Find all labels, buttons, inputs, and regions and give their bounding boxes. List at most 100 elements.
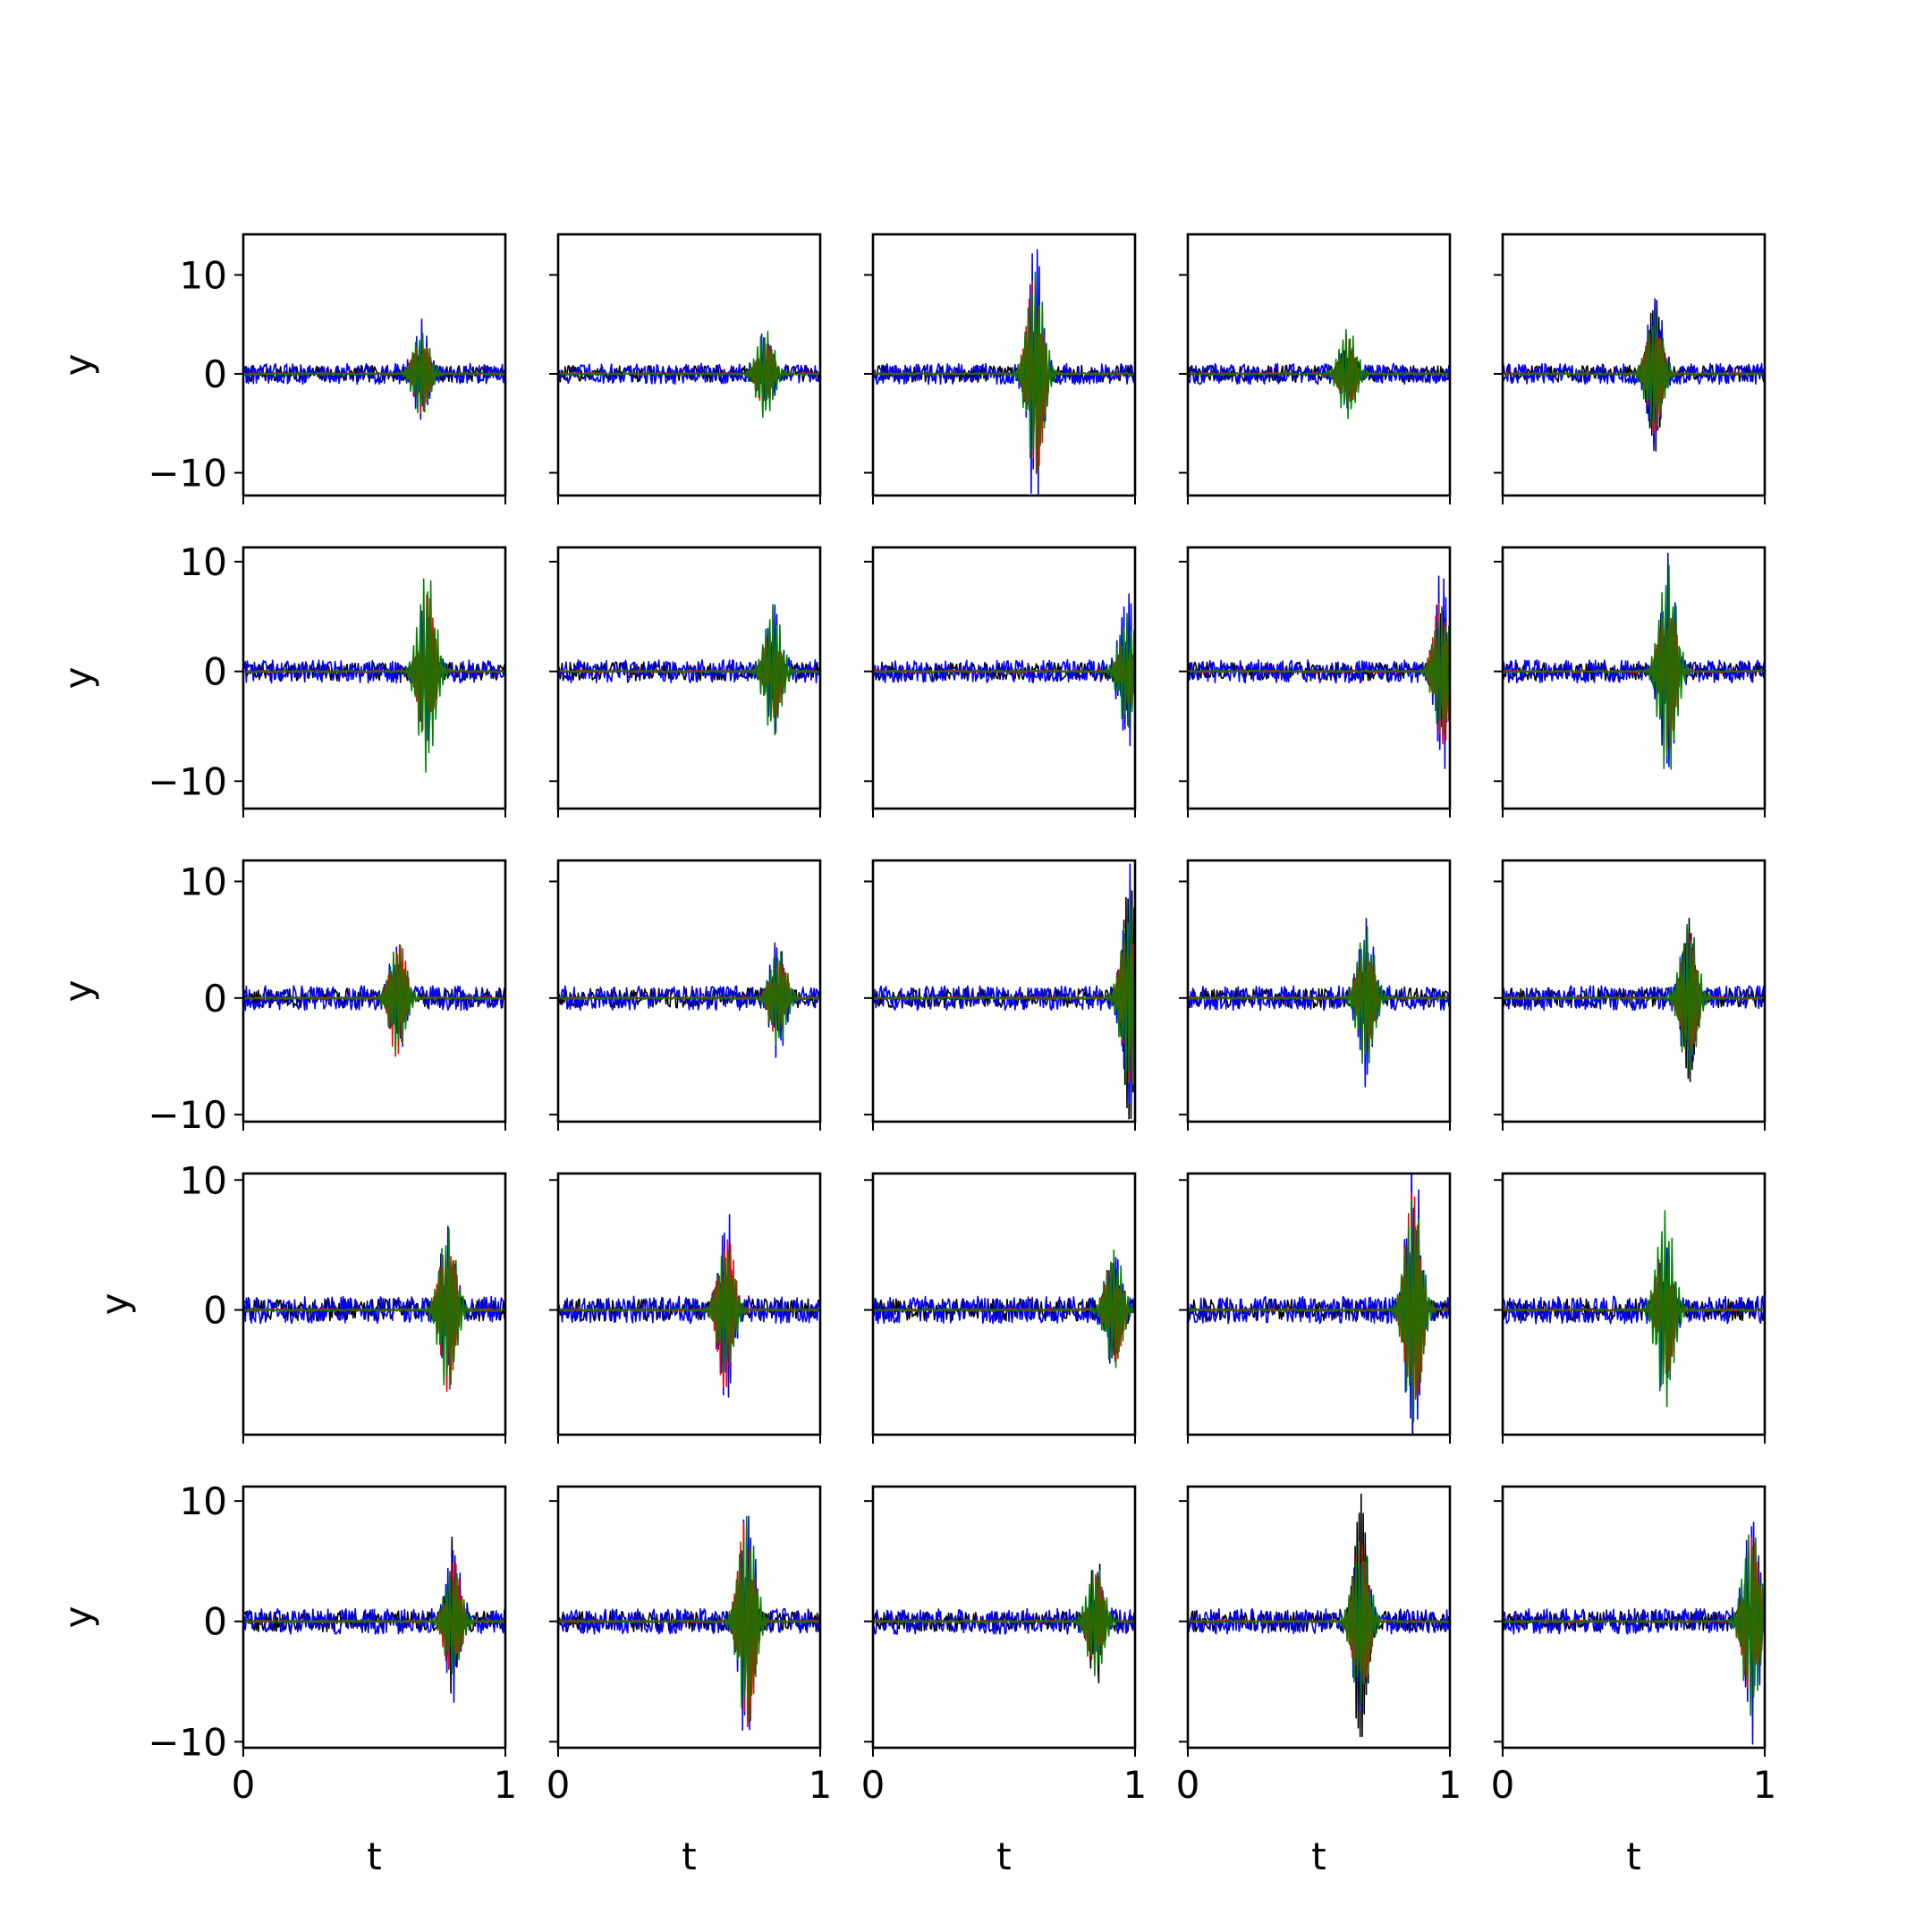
axes-frame: [556, 859, 822, 1123]
series-line-green: [1503, 1534, 1765, 1716]
subplot-r5-c4: 0 1 t: [1176, 1485, 1462, 1878]
y-axis-label: y: [56, 354, 100, 377]
y-axis-label: y: [56, 1606, 100, 1629]
subplot-series-group: [243, 1225, 505, 1393]
y-tick-label: 0: [203, 977, 227, 1021]
axes-frame: [1186, 233, 1452, 497]
series-line-green: [243, 578, 505, 773]
series-line-green: [1188, 328, 1450, 419]
series-line-green: [558, 951, 820, 1046]
x-axis-label: t: [1311, 1835, 1326, 1878]
series-line-red: [1503, 334, 1765, 435]
axes-frame: [871, 233, 1137, 497]
series-line-blue: [243, 606, 505, 741]
subplot-series-group: [1188, 918, 1450, 1088]
y-axis-label: y: [56, 667, 100, 690]
series-line-green: [243, 332, 505, 414]
series-line-blue: [1503, 1245, 1765, 1387]
series-line-green: [558, 1515, 820, 1723]
subplot-series-group: [873, 863, 1135, 1120]
axes-frame: [242, 1172, 507, 1436]
axes-frame: [1501, 546, 1767, 810]
series-line-blue: [1188, 918, 1450, 1088]
subplot-series-group: [558, 1214, 820, 1398]
subplot-series-group: [1503, 552, 1765, 770]
subplot-series-group: [1503, 918, 1765, 1082]
series-line-green: [873, 271, 1135, 472]
subplot-r5-c5: 0 1 t: [1491, 1485, 1777, 1878]
y-tick-label: 10: [180, 1479, 227, 1523]
subplot-series-group: [558, 942, 820, 1058]
series-line-red: [243, 594, 505, 732]
series-line-blue: [873, 863, 1135, 1105]
series-line-green: [1503, 924, 1765, 1074]
series-line-green: [873, 612, 1135, 728]
series-line-blue: [873, 1257, 1135, 1364]
y-axis-label: y: [56, 980, 100, 1003]
y-tick-label: 10: [180, 253, 227, 297]
x-axis-label: t: [367, 1835, 381, 1878]
series-line-blue: [558, 1214, 820, 1398]
series-line-green: [1503, 564, 1765, 770]
subplot-series-group: [243, 1536, 505, 1703]
y-tick-label: −10: [148, 759, 227, 803]
series-line-green: [558, 1250, 820, 1372]
subplot-r4-c3: [864, 1172, 1137, 1444]
series-line-green: [873, 903, 1135, 1085]
axes-frame: [242, 233, 507, 497]
series-line-blue: [1503, 298, 1765, 452]
series-line-blue: [873, 593, 1135, 747]
subplot-r2-c5: [1494, 546, 1767, 818]
y-tick-label: 0: [203, 650, 227, 694]
subplot-series-group: [1503, 298, 1765, 452]
series-line-green: [873, 1569, 1135, 1677]
subplot-r1-c1: 10 0 −10 y: [56, 233, 507, 504]
x-tick-label: 0: [1176, 1763, 1200, 1807]
x-tick-label: 1: [1438, 1763, 1462, 1807]
subplot-r3-c1: 10 0 −10 y: [56, 859, 507, 1137]
y-tick-label: 10: [180, 1158, 227, 1202]
series-line-green: [1503, 1209, 1765, 1408]
x-tick-label: 1: [809, 1763, 833, 1807]
series-line-green: [558, 330, 820, 419]
subplot-r1-c2: [549, 233, 822, 504]
subplot-r2-c1: 10 0 −10 y: [56, 540, 507, 818]
axes-frame: [1501, 1172, 1767, 1436]
axes-frame: [871, 1485, 1137, 1750]
subplot-r3-c3: [864, 859, 1137, 1131]
series-line-green: [243, 945, 505, 1052]
series-line-green: [1188, 1541, 1450, 1705]
series-line-green: [873, 1249, 1135, 1368]
x-tick-label: 0: [547, 1763, 571, 1807]
y-tick-label: 10: [180, 860, 227, 903]
series-line-blue: [873, 249, 1135, 496]
series-line-red: [1503, 1536, 1765, 1689]
x-tick-label: 1: [1753, 1763, 1777, 1807]
subplot-r4-c4: [1179, 1172, 1452, 1444]
series-line-blue: [1188, 1544, 1450, 1711]
axes-frame: [1186, 546, 1452, 810]
subplot-r1-c5: [1494, 233, 1767, 504]
x-tick-label: 0: [861, 1763, 886, 1807]
axes-frame: [871, 859, 1137, 1123]
subplot-series-group: [558, 330, 820, 419]
x-axis-label: t: [682, 1835, 696, 1878]
subplot-r3-c4: [1179, 859, 1452, 1131]
subplot-r2-c3: [864, 546, 1137, 818]
subplot-series-group: [1188, 575, 1450, 769]
y-tick-label: −10: [148, 452, 227, 496]
subplot-r5-c1: 100−100 1yt: [56, 1479, 517, 1878]
subplot-series-group: [1188, 328, 1450, 419]
axes-frame: [556, 1172, 822, 1436]
subplot-series-group: [1503, 1209, 1765, 1408]
subplot-r5-c2: 0 1 t: [547, 1485, 833, 1878]
subplot-series-group: [873, 1563, 1135, 1683]
axes-frame: [242, 546, 507, 810]
axes-frame: [242, 1485, 507, 1750]
axes-frame: [1186, 1485, 1452, 1750]
y-tick-label: 0: [203, 352, 227, 396]
subplot-series-group: [558, 604, 820, 736]
subplot-r1-c3: [864, 233, 1137, 504]
subplot-r3-c2: [549, 859, 822, 1131]
